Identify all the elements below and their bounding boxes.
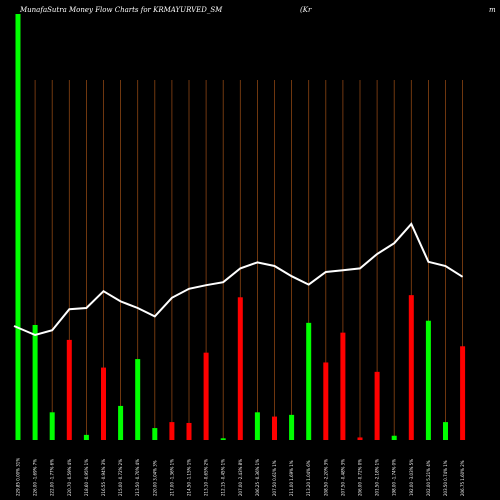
volume-bar <box>66 339 72 440</box>
volume-bar <box>374 371 380 440</box>
volume-bar <box>254 412 260 440</box>
x-tick-label: 201.50 -2.18% 1% <box>375 459 380 496</box>
x-tick-label: 211.00 1.69% 1% <box>289 460 294 496</box>
chart-title-mid: (Kr <box>300 6 312 14</box>
volume-bar <box>203 352 209 440</box>
vertical-gridlines <box>34 80 464 440</box>
x-tick-label: 213.10 -0.65% 2% <box>204 459 209 496</box>
volume-bar <box>169 422 175 440</box>
volume-bar <box>118 405 124 440</box>
volume-bar <box>186 422 192 440</box>
volume-bar <box>460 346 466 440</box>
volume-bar <box>32 324 38 440</box>
x-tick-label: 206.75 1.60% 2% <box>460 460 465 496</box>
volume-bar <box>340 332 346 440</box>
volume-bar <box>272 416 277 440</box>
x-tick-label: 192.00 -3.03% 5% <box>409 459 414 496</box>
volume-bar <box>49 412 55 440</box>
volume-bar <box>135 359 141 440</box>
volume-bars <box>15 14 466 440</box>
volume-bar <box>237 297 243 440</box>
x-tick-label: 207.00 -2.43% 8% <box>238 459 243 496</box>
x-tick-label: 206.00 -0.72% 0% <box>358 459 363 496</box>
x-tick-label: 203.50 0.74% 1% <box>443 460 448 496</box>
x-tick-label: 214.50 -1.15% 1% <box>187 459 192 496</box>
x-tick-label: 217.00 -1.36% 1% <box>169 459 174 496</box>
x-tick-label: 202.00 5.21% 4% <box>426 460 431 496</box>
x-tick-label: 213.20 1.04% 6% <box>306 460 311 496</box>
volume-bar <box>15 14 21 440</box>
price-line <box>13 222 464 337</box>
x-tick-label: 229.85 0.00% 31% <box>16 458 21 496</box>
volume-bar <box>101 367 106 440</box>
volume-bar <box>357 437 363 440</box>
chart-title-left: MunafaSutra Money Flow Charts for KRMAYU… <box>19 6 223 14</box>
x-tick-label: 216.55 -0.94% 3% <box>101 459 106 496</box>
x-tick-label: 198.00 -1.74% 0% <box>392 459 397 496</box>
chart-title-right: m <box>489 6 496 14</box>
x-tick-label: 212.15 -0.45% 1% <box>221 459 226 496</box>
volume-bar <box>443 422 448 440</box>
volume-bar <box>323 362 329 440</box>
volume-bar <box>220 438 226 440</box>
volume-bar <box>425 320 431 440</box>
x-tick-label: 222.00 -1.77% 6% <box>50 459 55 496</box>
x-tick-labels: 229.85 0.00% 31% 226.00 -1.69% 7% 222.00 -… <box>16 458 466 496</box>
x-tick-label: 206.25 -0.36% 1% <box>255 459 260 496</box>
x-tick-label: 207.50 0.61% 1% <box>272 460 277 496</box>
x-tick-label: 213.50 -0.70% 4% <box>135 459 140 496</box>
volume-bar <box>391 435 397 440</box>
x-tick-label: 215.00 -0.72% 2% <box>118 459 123 496</box>
volume-bar <box>408 295 414 440</box>
x-tick-label: 220.00 3.04% 3% <box>152 460 157 496</box>
volume-bar <box>289 414 295 440</box>
volume-bar <box>152 428 158 440</box>
volume-bar <box>306 322 312 440</box>
volume-bar <box>83 434 89 440</box>
x-tick-label: 207.50 -0.48% 3% <box>340 459 345 496</box>
x-tick-label: 220.70 -0.59% 4% <box>67 459 72 496</box>
x-tick-label: 226.00 -1.69% 7% <box>33 459 38 496</box>
x-tick-label: 218.60 -0.95% 1% <box>84 459 89 496</box>
x-tick-label: 208.50 -2.20% 3% <box>323 459 328 496</box>
